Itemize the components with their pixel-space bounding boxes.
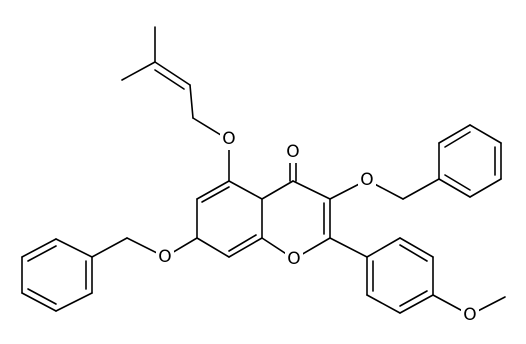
label-bg (156, 246, 174, 268)
atom-labels: O O O O O O (156, 128, 479, 326)
atom-label: O (222, 129, 235, 149)
atom-label: O (463, 305, 476, 325)
label-bg (285, 248, 303, 270)
atom-label: O (360, 170, 373, 190)
label-bg (284, 141, 302, 163)
label-bg (220, 128, 238, 150)
atom-label: O (286, 142, 299, 162)
atom-label: O (158, 247, 171, 267)
atom-label: O (287, 249, 300, 269)
label-bg (358, 169, 376, 191)
label-bg (461, 304, 479, 326)
bonds (21, 26, 506, 316)
